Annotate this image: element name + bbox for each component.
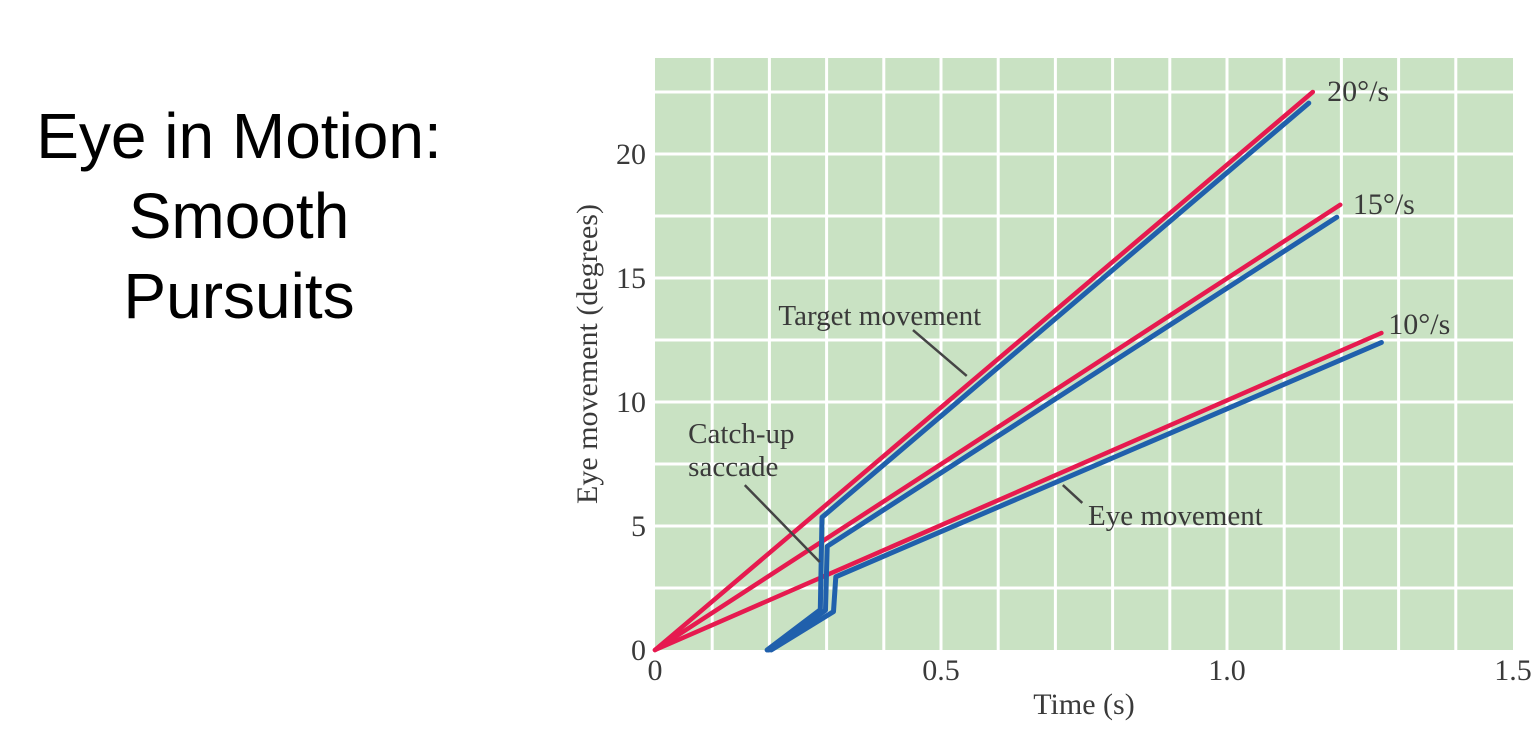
series-target-10-line	[652, 330, 1384, 653]
plot-area	[655, 58, 1513, 650]
x-tick-label: 0	[648, 654, 663, 687]
y-tick-label: 15	[616, 262, 646, 295]
speed-label-15: 15°/s	[1353, 188, 1415, 221]
annotation-eye-movement-label: Eye movement	[1088, 500, 1263, 532]
annotation-target-movement-pointer	[912, 329, 968, 377]
annotation-target-movement-label: Target movement	[778, 300, 981, 332]
slide-title-line-2: Smooth	[128, 180, 350, 252]
y-axis-ticks: 0 5 10 15 20	[616, 138, 646, 667]
annotation-catch-up-saccade-label: Catch-up	[688, 418, 794, 450]
slide-title: Eye in Motion: Smooth Pursuits	[8, 96, 470, 336]
slide-title-line-1: Eye in Motion:	[36, 100, 442, 172]
y-axis-label: Eye movement (degrees)	[571, 204, 604, 504]
series-target-20-line	[652, 89, 1316, 653]
y-tick-label: 5	[631, 510, 646, 543]
annotation-target-movement: Target movement	[778, 300, 981, 377]
annotation-catch-up-saccade-label: saccade	[688, 451, 778, 483]
slide-title-line-3: Pursuits	[123, 260, 355, 332]
x-axis-label: Time (s)	[1033, 688, 1134, 721]
speed-label-10: 10°/s	[1388, 308, 1450, 341]
annotation-eye-movement: Eye movement	[1061, 484, 1263, 532]
series-eye-15-line	[766, 214, 1340, 653]
y-tick-label: 20	[616, 138, 646, 171]
y-tick-label: 10	[616, 386, 646, 419]
x-tick-label: 1.0	[1208, 654, 1246, 687]
x-tick-label: 0.5	[922, 654, 960, 687]
x-tick-label: 1.5	[1494, 654, 1532, 687]
y-tick-label: 0	[631, 634, 646, 667]
annotation-catch-up-saccade-pointer	[743, 484, 821, 563]
series-eye-10-line	[768, 340, 1384, 653]
speed-label-20: 20°/s	[1327, 75, 1389, 108]
annotation-eye-movement-pointer	[1061, 484, 1084, 504]
x-axis-ticks: 0 0.5 1.0 1.5	[648, 654, 1532, 687]
series-target-15-line	[652, 202, 1343, 653]
